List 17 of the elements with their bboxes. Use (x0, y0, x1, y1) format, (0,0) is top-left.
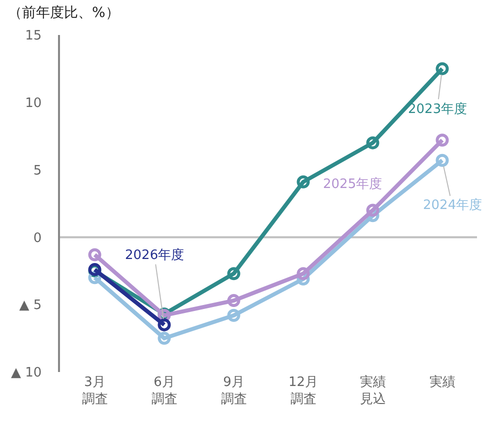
series-label: 2025年度 (323, 176, 382, 192)
x-tick-label: 6月調査 (151, 375, 178, 407)
x-tick-label: 9月調査 (220, 375, 247, 407)
x-tick-label: 12月調査 (288, 375, 318, 407)
y-tick-label: 15 (25, 28, 42, 44)
y-tick-label: 5 (33, 163, 42, 178)
y-tick-label: ▲ 10 (10, 366, 42, 381)
y-axis-title: （前年度比、%） (8, 5, 120, 21)
series-label: 2023年度 (408, 101, 468, 117)
x-tick-label: 実績見込 (360, 374, 386, 407)
y-tick-label: 0 (33, 230, 42, 246)
x-tick-label: 実績 (429, 374, 456, 390)
y-tick-label: 10 (25, 96, 42, 111)
x-tick-label: 3月調査 (82, 375, 108, 407)
y-tick-label: ▲ 5 (19, 298, 42, 314)
series-label: 2026年度 (125, 247, 184, 263)
series-label: 2024年度 (423, 197, 482, 213)
